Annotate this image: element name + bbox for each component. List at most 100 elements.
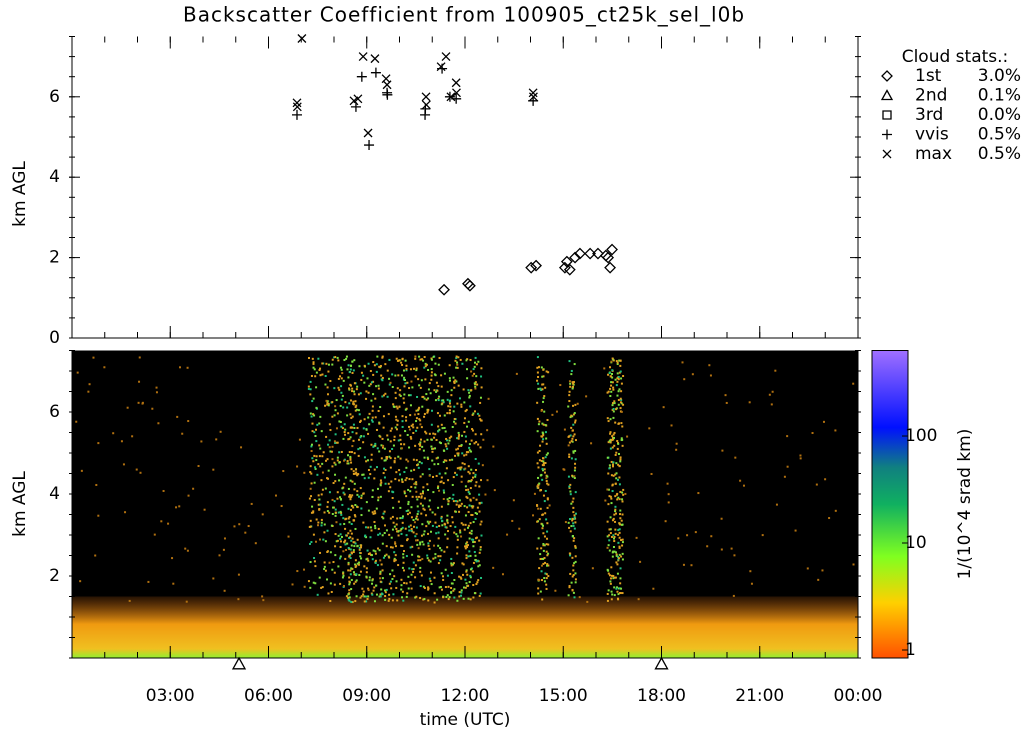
texture-speck — [445, 467, 448, 470]
texture-speck — [541, 598, 544, 601]
texture-speck — [686, 534, 689, 537]
texture-speck — [572, 404, 575, 407]
texture-speck — [370, 399, 373, 402]
texture-speck — [374, 584, 377, 587]
texture-speck — [469, 499, 472, 502]
texture-speck — [335, 540, 338, 543]
texture-speck — [416, 518, 419, 521]
texture-speck — [466, 573, 469, 576]
texture-speck — [391, 447, 394, 450]
texture-speck — [446, 519, 449, 522]
texture-speck — [419, 541, 422, 544]
texture-speck — [430, 358, 433, 361]
texture-speck — [373, 364, 376, 367]
texture-speck — [574, 462, 577, 465]
texture-speck — [547, 575, 550, 578]
texture-speck — [386, 395, 389, 398]
texture-speck — [610, 566, 613, 569]
texture-speck — [538, 420, 541, 423]
texture-speck — [324, 459, 327, 462]
marker — [452, 88, 461, 98]
texture-speck — [340, 535, 343, 538]
texture-speck — [456, 437, 459, 440]
texture-speck — [430, 368, 433, 371]
texture-speck — [537, 587, 540, 590]
texture-speck — [309, 412, 312, 415]
texture-speck — [472, 496, 475, 499]
texture-speck — [479, 401, 482, 404]
texture-speck — [617, 378, 620, 381]
texture-speck — [417, 378, 420, 381]
texture-speck — [567, 475, 570, 478]
texture-speck — [339, 557, 342, 560]
texture-speck — [545, 453, 548, 456]
texture-speck — [423, 530, 426, 533]
texture-speck — [822, 420, 825, 423]
texture-speck — [690, 564, 693, 567]
texture-speck — [569, 530, 572, 533]
texture-speck — [380, 444, 383, 447]
texture-speck — [356, 490, 359, 493]
texture-speck — [438, 414, 441, 417]
texture-speck — [427, 599, 430, 602]
texture-speck — [463, 528, 466, 531]
x-tick-label: 18:00 — [637, 686, 686, 706]
texture-speck — [327, 443, 330, 446]
texture-speck — [400, 361, 403, 364]
texture-speck — [337, 565, 340, 568]
texture-speck — [250, 502, 253, 505]
texture-speck — [612, 386, 615, 389]
texture-speck — [617, 587, 620, 590]
texture-speck — [618, 531, 621, 534]
texture-speck — [343, 359, 346, 362]
texture-speck — [454, 422, 457, 425]
texture-speck — [614, 576, 617, 579]
texture-speck — [400, 532, 403, 535]
texture-speck — [439, 442, 442, 445]
texture-speck — [365, 501, 368, 504]
texture-speck — [410, 528, 413, 531]
texture-speck — [331, 445, 334, 448]
texture-speck — [546, 475, 549, 478]
texture-speck — [312, 366, 315, 369]
texture-speck — [337, 386, 340, 389]
texture-speck — [351, 601, 354, 604]
texture-speck — [393, 438, 396, 441]
texture-speck — [610, 598, 613, 601]
texture-speck — [351, 445, 354, 448]
texture-speck — [430, 378, 433, 381]
texture-speck — [536, 417, 539, 420]
texture-speck — [611, 483, 614, 486]
texture-speck — [544, 431, 547, 434]
texture-speck — [380, 588, 383, 591]
texture-speck — [607, 488, 610, 491]
texture-speck — [310, 374, 313, 377]
texture-speck — [545, 573, 548, 576]
y-tick-label: 2 — [49, 248, 60, 268]
texture-speck — [613, 550, 616, 553]
texture-speck — [834, 429, 837, 432]
texture-speck — [537, 382, 540, 385]
texture-speck — [456, 599, 459, 602]
texture-speck — [379, 595, 382, 598]
texture-speck — [462, 597, 465, 600]
texture-speck — [370, 453, 373, 456]
texture-speck — [215, 438, 218, 441]
texture-speck — [406, 381, 409, 384]
texture-speck — [353, 359, 356, 362]
texture-speck — [435, 381, 438, 384]
texture-speck — [569, 382, 572, 385]
texture-speck — [450, 389, 453, 392]
texture-speck — [362, 521, 365, 524]
texture-speck — [400, 443, 403, 446]
texture-speck — [379, 572, 382, 575]
texture-speck — [402, 556, 405, 559]
texture-speck — [374, 552, 377, 555]
texture-speck — [574, 512, 577, 515]
texture-speck — [219, 430, 222, 433]
texture-speck — [431, 447, 434, 450]
texture-speck — [138, 356, 141, 359]
texture-speck — [442, 461, 445, 464]
texture-speck — [330, 450, 333, 453]
texture-speck — [480, 576, 483, 579]
